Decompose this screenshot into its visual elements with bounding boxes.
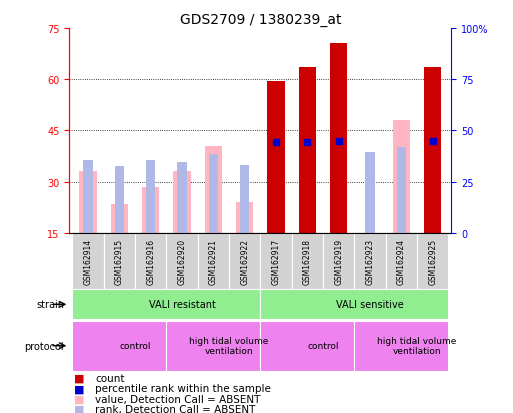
Bar (142, 188, 160, 233)
Bar (397, 147, 406, 233)
Text: GSM162915: GSM162915 (115, 238, 124, 284)
Bar (299, 68, 316, 233)
Bar (261, 290, 448, 320)
Bar (417, 233, 448, 289)
Bar (146, 161, 155, 233)
Bar (83, 161, 93, 233)
Text: VALI sensitive: VALI sensitive (336, 299, 404, 310)
Bar (261, 321, 354, 371)
Text: ■: ■ (74, 373, 85, 383)
Bar (72, 233, 104, 289)
Bar (267, 82, 285, 233)
Text: protocol: protocol (25, 341, 64, 351)
Title: GDS2709 / 1380239_at: GDS2709 / 1380239_at (180, 12, 341, 26)
Bar (104, 233, 135, 289)
Bar (72, 290, 261, 320)
Bar (393, 121, 410, 233)
Bar (236, 203, 253, 233)
Bar (114, 167, 124, 233)
Bar (386, 233, 417, 289)
Text: value, Detection Call = ABSENT: value, Detection Call = ABSENT (95, 394, 260, 404)
Text: GSM162919: GSM162919 (334, 238, 343, 284)
Bar (166, 321, 261, 371)
Bar (240, 166, 249, 233)
Text: VALI resistant: VALI resistant (149, 299, 215, 310)
Bar (177, 163, 187, 233)
Text: count: count (95, 373, 125, 383)
Bar (173, 172, 191, 233)
Bar (229, 233, 261, 289)
Bar (80, 172, 96, 233)
Text: strain: strain (36, 299, 64, 310)
Bar (111, 204, 128, 233)
Bar (72, 321, 166, 371)
Bar (330, 44, 347, 233)
Bar (261, 233, 292, 289)
Text: GSM162921: GSM162921 (209, 238, 218, 284)
Text: GSM162923: GSM162923 (365, 238, 374, 284)
Text: GSM162924: GSM162924 (397, 238, 406, 284)
Text: GSM162917: GSM162917 (271, 238, 281, 284)
Bar (198, 233, 229, 289)
Text: ■: ■ (74, 383, 85, 393)
Text: GSM162918: GSM162918 (303, 238, 312, 284)
Bar (424, 68, 441, 233)
Text: percentile rank within the sample: percentile rank within the sample (95, 383, 271, 393)
Text: ■: ■ (74, 404, 85, 413)
Bar (209, 154, 218, 233)
Text: rank, Detection Call = ABSENT: rank, Detection Call = ABSENT (95, 404, 255, 413)
Text: GSM162920: GSM162920 (177, 238, 187, 284)
Text: GSM162922: GSM162922 (240, 238, 249, 284)
Bar (323, 233, 354, 289)
Text: GSM162925: GSM162925 (428, 238, 437, 284)
Text: high tidal volume
ventilation: high tidal volume ventilation (377, 336, 457, 356)
Bar (365, 152, 374, 233)
Bar (135, 233, 166, 289)
Bar (292, 233, 323, 289)
Bar (166, 233, 198, 289)
Text: GSM162914: GSM162914 (84, 238, 92, 284)
Text: high tidal volume
ventilation: high tidal volume ventilation (189, 336, 269, 356)
Bar (354, 321, 448, 371)
Bar (354, 233, 386, 289)
Bar (205, 147, 222, 233)
Text: control: control (120, 342, 151, 350)
Text: control: control (307, 342, 339, 350)
Text: ■: ■ (74, 394, 85, 404)
Text: GSM162916: GSM162916 (146, 238, 155, 284)
